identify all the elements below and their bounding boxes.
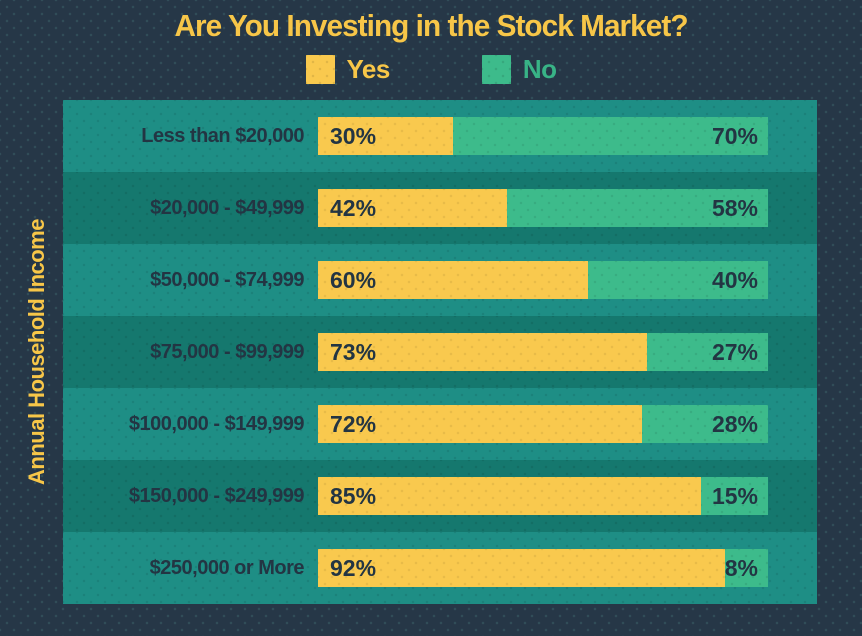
yes-segment: 60% — [318, 261, 588, 299]
no-segment: 70% — [453, 117, 768, 155]
no-segment: 28% — [642, 405, 768, 443]
no-segment: 8% — [724, 549, 768, 587]
legend-label-yes: Yes — [346, 54, 391, 84]
chart-row: $100,000 - $149,999 72% 28% — [63, 388, 817, 460]
category-label: $50,000 - $74,999 — [150, 268, 304, 291]
stacked-bar: 85% 15% — [318, 477, 768, 515]
chart-row: $250,000 or More 92% 8% — [63, 532, 817, 604]
yes-segment: 73% — [318, 333, 647, 371]
chart-row: $75,000 - $99,999 73% 27% — [63, 316, 817, 388]
chart-row: Less than $20,000 30% 70% — [63, 100, 817, 172]
yes-segment: 72% — [318, 405, 642, 443]
legend-item-no: No — [481, 54, 557, 85]
stacked-bar: 30% 70% — [318, 117, 768, 155]
no-swatch-icon — [481, 55, 511, 84]
category-label: $75,000 - $99,999 — [150, 340, 304, 363]
chart-row: $20,000 - $49,999 42% 58% — [63, 172, 817, 244]
legend: Yes No — [0, 54, 862, 85]
yes-segment: 30% — [318, 117, 453, 155]
category-label: $150,000 - $249,999 — [128, 484, 305, 507]
category-label: $20,000 - $49,999 — [150, 196, 304, 219]
no-segment: 40% — [588, 261, 768, 299]
yes-segment: 92% — [318, 549, 725, 587]
stacked-bar: 92% 8% — [318, 549, 768, 587]
stacked-bar: 60% 40% — [318, 261, 768, 299]
chart-panel: Less than $20,000 30% 70% $20,000 - $49,… — [63, 100, 817, 604]
yes-segment: 42% — [318, 189, 507, 227]
stacked-bar: 42% 58% — [318, 189, 768, 227]
no-segment: 15% — [700, 477, 769, 515]
stacked-bar: 72% 28% — [318, 405, 768, 443]
yes-swatch-icon — [305, 55, 335, 84]
y-axis-label: Annual Household Income — [24, 219, 49, 485]
yes-segment: 85% — [318, 477, 701, 515]
category-label: Less than $20,000 — [141, 124, 304, 147]
no-segment: 58% — [507, 189, 768, 227]
chart-row: $150,000 - $249,999 85% 15% — [63, 460, 817, 532]
chart-title: Are You Investing in the Stock Market? — [174, 8, 688, 43]
chart-row: $50,000 - $74,999 60% 40% — [63, 244, 817, 316]
legend-label-no: No — [522, 54, 557, 84]
legend-item-yes: Yes — [305, 54, 391, 85]
category-label: $250,000 or More — [149, 556, 305, 579]
category-label: $100,000 - $149,999 — [128, 412, 305, 435]
no-segment: 27% — [646, 333, 769, 371]
stacked-bar: 73% 27% — [318, 333, 768, 371]
